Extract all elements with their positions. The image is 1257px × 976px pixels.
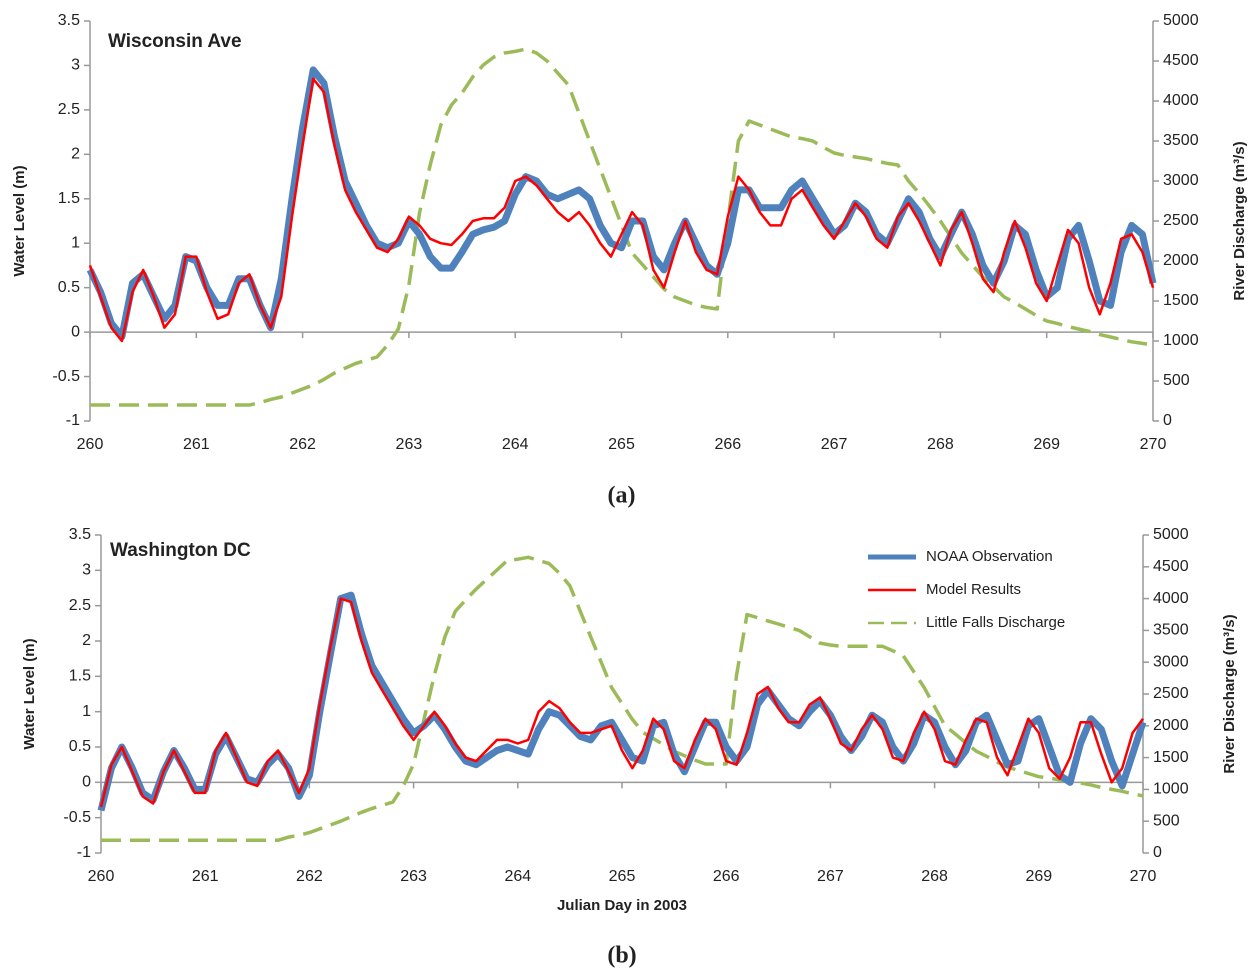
y2-tick-label: 4000 <box>1163 92 1199 109</box>
y-tick-label: 2.5 <box>69 597 91 614</box>
y2-axis-label: River Discharge (m³/s) <box>1231 141 1248 300</box>
y2-tick-label: 1000 <box>1163 332 1199 349</box>
y2-tick-label: 5000 <box>1153 526 1189 543</box>
y-tick-label: 2.5 <box>58 101 80 118</box>
y-tick-label: 0.5 <box>69 738 91 755</box>
x-tick-label: 265 <box>608 436 635 453</box>
y2-tick-label: 0 <box>1163 412 1172 429</box>
y2-tick-label: 1500 <box>1163 292 1199 309</box>
x-tick-label: 268 <box>927 436 954 453</box>
y2-tick-label: 3500 <box>1163 132 1199 149</box>
y-tick-label: 3.5 <box>58 12 80 29</box>
y2-tick-label: 0 <box>1153 844 1162 861</box>
x-tick-label: 261 <box>183 436 210 453</box>
y-tick-label: 2 <box>71 146 80 163</box>
y-tick-label: 2 <box>82 632 91 649</box>
series-line <box>99 597 1145 808</box>
legend-label: Model Results <box>926 581 1021 598</box>
y2-tick-label: 1500 <box>1153 749 1189 766</box>
series-line <box>97 591 1147 812</box>
y2-tick-label: 3000 <box>1163 172 1199 189</box>
y-tick-label: -0.5 <box>52 368 80 385</box>
x-tick-label: 269 <box>1025 868 1052 885</box>
x-tick-label: 267 <box>817 868 844 885</box>
y2-tick-label: 3000 <box>1153 653 1189 670</box>
y-tick-label: 1 <box>71 234 80 251</box>
x-tick-label: 270 <box>1130 868 1157 885</box>
y2-tick-label: 1000 <box>1153 781 1189 798</box>
y2-axis-label: River Discharge (m³/s) <box>1221 614 1238 773</box>
y2-tick-label: 4500 <box>1163 52 1199 69</box>
legend-label: NOAA Observation <box>926 548 1053 565</box>
caption: (a) <box>608 483 636 509</box>
legend-label: Little Falls Discharge <box>926 614 1065 631</box>
x-tick-label: 260 <box>88 868 115 885</box>
y-tick-label: 0 <box>82 774 91 791</box>
x-tick-label: 261 <box>192 868 219 885</box>
x-axis-label: Julian Day in 2003 <box>557 897 687 914</box>
x-tick-label: 260 <box>77 436 104 453</box>
series-line <box>101 555 1144 843</box>
y-tick-label: 3.5 <box>69 526 91 543</box>
x-tick-label: 264 <box>502 436 529 453</box>
x-tick-label: 267 <box>821 436 848 453</box>
y-tick-label: 1 <box>82 703 91 720</box>
y-axis-label: Water Level (m) <box>11 165 28 276</box>
x-tick-label: 263 <box>400 868 427 885</box>
chart-title: Washington DC <box>110 540 251 561</box>
x-tick-label: 262 <box>296 868 323 885</box>
y2-tick-label: 5000 <box>1163 12 1199 29</box>
y-axis-label: Water Level (m) <box>21 638 38 749</box>
y-tick-label: 3 <box>82 562 91 579</box>
series-line <box>86 66 1157 341</box>
y2-tick-label: 4000 <box>1153 590 1189 607</box>
caption: (b) <box>607 943 636 969</box>
y2-tick-label: 3500 <box>1153 622 1189 639</box>
x-tick-label: 266 <box>713 868 740 885</box>
x-tick-label: 268 <box>921 868 948 885</box>
x-tick-label: 262 <box>289 436 316 453</box>
y-tick-label: -1 <box>66 412 80 429</box>
x-tick-label: 263 <box>396 436 423 453</box>
y-tick-label: -0.5 <box>63 809 91 826</box>
x-tick-label: 265 <box>609 868 636 885</box>
y-tick-label: 0 <box>71 323 80 340</box>
x-tick-label: 266 <box>714 436 741 453</box>
y2-tick-label: 4500 <box>1153 558 1189 575</box>
x-tick-label: 264 <box>504 868 531 885</box>
y2-tick-label: 500 <box>1163 372 1190 389</box>
y2-tick-label: 2000 <box>1153 717 1189 734</box>
y-tick-label: 3 <box>71 57 80 74</box>
series-line <box>90 47 1154 407</box>
y-tick-label: 1.5 <box>58 190 80 207</box>
chart-title: Wisconsin Ave <box>108 31 242 52</box>
y2-tick-label: 2000 <box>1163 252 1199 269</box>
y2-tick-label: 2500 <box>1163 212 1199 229</box>
y2-tick-label: 2500 <box>1153 685 1189 702</box>
y-tick-label: 1.5 <box>69 668 91 685</box>
y-tick-label: -1 <box>77 844 91 861</box>
x-tick-label: 269 <box>1033 436 1060 453</box>
x-tick-label: 270 <box>1140 436 1167 453</box>
series-line <box>88 77 1155 343</box>
y-tick-label: 0.5 <box>58 279 80 296</box>
y2-tick-label: 500 <box>1153 812 1180 829</box>
